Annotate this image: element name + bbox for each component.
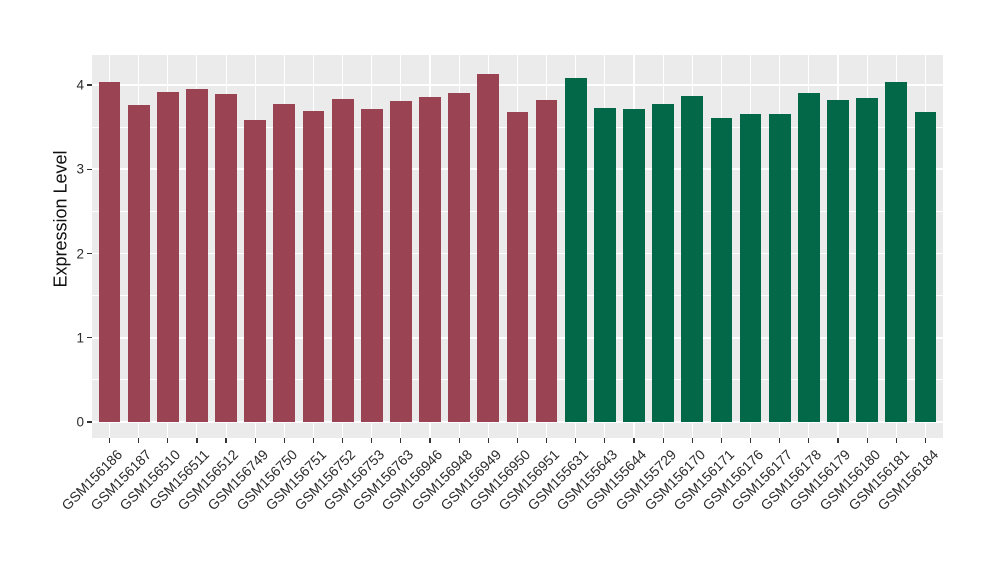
x-tick [371,438,373,443]
bar [360,109,383,422]
x-tick [837,438,839,443]
x-tick [196,438,198,443]
y-tick-label: 2 [76,245,84,261]
bar [331,99,354,422]
bar [856,97,879,422]
plot-panel [92,55,943,438]
x-tick [749,438,752,443]
bar [244,119,267,422]
bar [797,92,820,422]
y-tick [87,168,92,170]
bar [419,96,441,422]
bar [215,94,237,422]
x-tick [779,438,781,443]
x-tick [604,438,606,443]
y-tick-label: 1 [76,330,84,345]
bar [506,111,529,422]
x-tick [254,438,256,443]
bar [302,111,325,422]
x-tick [458,438,460,443]
x-tick [895,438,897,443]
y-tick-label: 3 [76,161,84,177]
x-tick [429,438,431,443]
x-tick [167,438,169,443]
x-tick [575,438,577,443]
bar [273,103,296,422]
x-tick [283,438,285,443]
bar [156,91,179,422]
x-tick [633,438,635,443]
x-tick [342,438,344,443]
bar [477,74,500,422]
bar [885,82,908,422]
x-tick [808,438,810,443]
x-tick [138,438,140,443]
bar [593,107,616,422]
bar [768,113,791,422]
x-tick [108,438,111,443]
bar [564,78,587,422]
bar [652,104,675,422]
bar [681,95,704,422]
x-tick [720,438,723,443]
x-tick [400,438,402,443]
bar [186,89,208,422]
bar [98,81,121,422]
x-tick [312,438,315,443]
x-tick [225,438,227,443]
h-gridline-major [92,421,943,423]
y-tick [87,421,92,423]
bar [535,100,558,422]
x-tick [662,438,664,443]
x-tick [546,438,548,443]
bar [739,113,762,422]
x-tick [924,438,926,443]
x-tick [516,438,519,443]
x-tick [691,438,693,443]
bar [448,92,471,422]
y-tick [87,337,92,339]
h-gridline-major [92,84,943,86]
y-tick [87,84,92,86]
bar [390,101,412,422]
x-tick [866,438,868,443]
bar [623,108,645,422]
bar [827,100,849,422]
x-tick [487,438,489,443]
y-tick [87,252,92,255]
bar [710,117,733,422]
y-tick-label: 0 [76,414,84,430]
y-tick-label: 4 [76,77,84,93]
bar [914,111,937,422]
bar [127,105,150,422]
